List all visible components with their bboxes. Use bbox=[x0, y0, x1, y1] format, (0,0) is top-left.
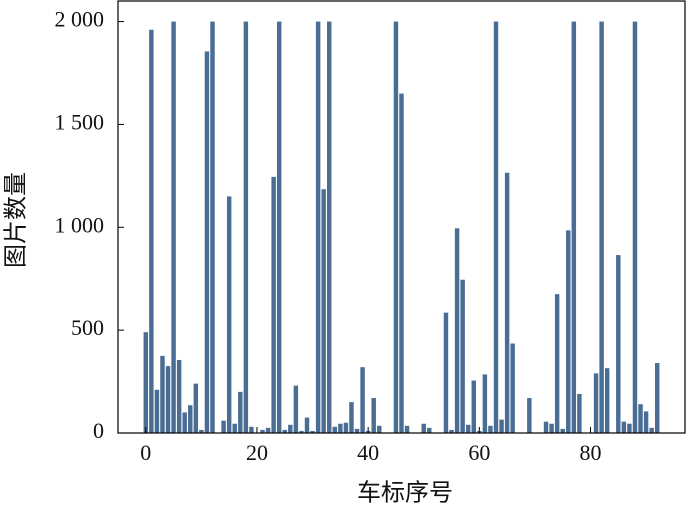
bar bbox=[243, 21, 249, 433]
bar bbox=[604, 368, 610, 433]
bar bbox=[293, 385, 299, 433]
bar bbox=[276, 21, 282, 433]
bar bbox=[265, 427, 271, 433]
bar bbox=[599, 21, 604, 433]
bar bbox=[638, 404, 643, 433]
bar bbox=[371, 398, 376, 433]
bar bbox=[499, 419, 504, 433]
y-tick-label: 1 500 bbox=[55, 109, 105, 134]
bar bbox=[621, 421, 627, 433]
bar bbox=[332, 426, 338, 433]
bar bbox=[654, 363, 660, 433]
bar bbox=[449, 429, 454, 433]
bar bbox=[377, 425, 382, 433]
bar bbox=[643, 411, 649, 433]
bar bbox=[527, 398, 532, 433]
bar bbox=[399, 93, 404, 434]
bar bbox=[271, 176, 276, 433]
bar bbox=[143, 332, 149, 433]
bar bbox=[504, 172, 510, 433]
bar bbox=[471, 380, 476, 433]
bar bbox=[354, 428, 360, 433]
bar bbox=[327, 21, 332, 433]
bar bbox=[465, 424, 471, 433]
bar bbox=[560, 428, 565, 433]
bar bbox=[149, 29, 154, 434]
bar bbox=[632, 21, 638, 433]
bar bbox=[427, 427, 432, 433]
bar bbox=[310, 430, 315, 433]
bar bbox=[238, 391, 243, 433]
bar bbox=[343, 422, 349, 433]
bar bbox=[493, 21, 499, 433]
bar bbox=[204, 51, 210, 434]
bar bbox=[193, 383, 199, 433]
bar bbox=[221, 420, 226, 433]
bar bbox=[510, 343, 515, 433]
bar bbox=[260, 429, 265, 433]
bar bbox=[321, 189, 326, 433]
y-tick-label: 500 bbox=[71, 315, 104, 340]
bar bbox=[577, 393, 582, 433]
bar bbox=[360, 367, 365, 433]
bar bbox=[571, 21, 577, 433]
bar bbox=[315, 21, 321, 433]
bar bbox=[299, 430, 304, 433]
bar bbox=[171, 21, 176, 433]
bar bbox=[593, 373, 599, 433]
bar bbox=[282, 429, 287, 433]
bar bbox=[482, 374, 488, 433]
bar bbox=[543, 421, 549, 433]
y-tick-label: 2 000 bbox=[55, 7, 105, 32]
bar bbox=[182, 412, 187, 433]
x-tick-label: 0 bbox=[140, 440, 151, 465]
x-tick-label: 20 bbox=[246, 440, 268, 465]
bar bbox=[566, 230, 571, 433]
bar bbox=[627, 423, 632, 433]
bar bbox=[249, 426, 254, 433]
y-tick-label: 0 bbox=[93, 418, 104, 443]
bar bbox=[338, 423, 343, 433]
x-axis-label: 车标序号 bbox=[357, 480, 453, 507]
bar bbox=[288, 424, 293, 433]
x-tick-label: 40 bbox=[357, 440, 379, 465]
bar bbox=[232, 423, 237, 433]
bar bbox=[304, 417, 310, 433]
bar bbox=[210, 21, 215, 433]
bar bbox=[616, 255, 621, 433]
bar bbox=[421, 423, 426, 433]
bar bbox=[188, 405, 193, 433]
bar bbox=[393, 21, 399, 433]
y-axis-label: 图片数量 bbox=[3, 172, 30, 268]
bar bbox=[176, 359, 182, 433]
bar bbox=[454, 228, 460, 433]
bar bbox=[549, 423, 554, 433]
bar bbox=[460, 279, 465, 433]
bar bbox=[154, 389, 160, 433]
bar bbox=[226, 196, 232, 433]
bar bbox=[199, 429, 204, 433]
bar bbox=[349, 402, 354, 433]
bar bbox=[649, 427, 654, 433]
bar bbox=[160, 355, 165, 433]
y-tick-label: 1 000 bbox=[55, 212, 105, 237]
bar bbox=[165, 366, 171, 433]
bar bbox=[554, 294, 560, 433]
bar bbox=[404, 425, 410, 433]
x-tick-label: 60 bbox=[468, 440, 490, 465]
bar bbox=[488, 425, 493, 433]
x-tick-label: 80 bbox=[580, 440, 602, 465]
bar bbox=[443, 312, 449, 433]
plot-frame bbox=[117, 0, 686, 434]
